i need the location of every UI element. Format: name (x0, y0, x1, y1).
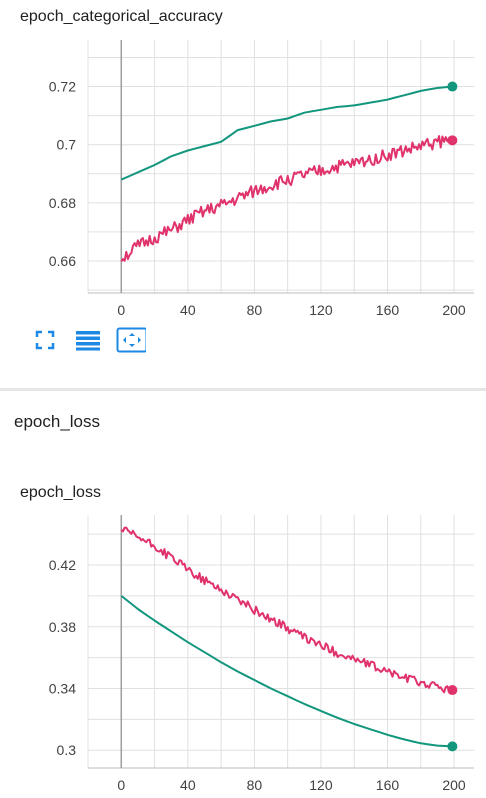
fullscreen-button[interactable] (30, 326, 60, 354)
x-tick-label: 80 (247, 302, 263, 318)
pink-series-line (120, 526, 453, 694)
x-tick-label: 160 (376, 302, 400, 318)
accuracy-chart[interactable]: 0.66 0.68 0.7 0.72 0 40 80 120 160 200 (0, 40, 486, 320)
x-tick-label: 200 (442, 777, 466, 793)
x-tick-label: 0 (117, 777, 125, 793)
y-tick-label: 0.7 (57, 137, 77, 153)
toggle-lines-button[interactable] (73, 326, 103, 354)
y-tick-label: 0.3 (57, 742, 77, 758)
x-tick-label: 40 (180, 302, 196, 318)
y-tick-label: 0.66 (49, 253, 76, 269)
card-title-loss: epoch_loss (20, 484, 101, 501)
y-tick-label: 0.68 (49, 195, 76, 211)
fullscreen-icon (35, 330, 55, 350)
teal-series-end-point[interactable] (447, 81, 458, 92)
teal-series-line (120, 85, 453, 181)
x-tick-label: 0 (117, 302, 125, 318)
x-tick-label: 120 (309, 302, 333, 318)
y-tick-label: 0.38 (49, 619, 76, 635)
pink-series-line (120, 135, 454, 262)
x-tick-label: 80 (247, 777, 263, 793)
pink-series-end-point[interactable] (447, 685, 458, 696)
x-tick-label: 120 (309, 777, 333, 793)
chart-toolbar (30, 326, 159, 354)
toggle-lines-icon (76, 331, 100, 351)
x-tick-label: 160 (376, 777, 400, 793)
section-title[interactable]: epoch_loss (14, 412, 101, 431)
teal-series-end-point[interactable] (447, 741, 458, 752)
teal-series-line (120, 595, 453, 748)
y-tick-label: 0.34 (49, 681, 76, 697)
x-tick-label: 200 (442, 302, 466, 318)
pink-series-end-point[interactable] (447, 135, 458, 146)
card-title-accuracy: epoch_categorical_accuracy (20, 8, 223, 25)
loss-chart[interactable]: 0.3 0.34 0.38 0.42 0 40 80 120 160 200 (0, 515, 486, 795)
fit-domain-button[interactable] (116, 326, 146, 354)
x-tick-label: 40 (180, 777, 196, 793)
y-tick-label: 0.42 (49, 557, 76, 573)
section-divider (0, 388, 486, 391)
y-tick-label: 0.72 (49, 79, 76, 95)
fit-domain-icon (116, 327, 146, 353)
